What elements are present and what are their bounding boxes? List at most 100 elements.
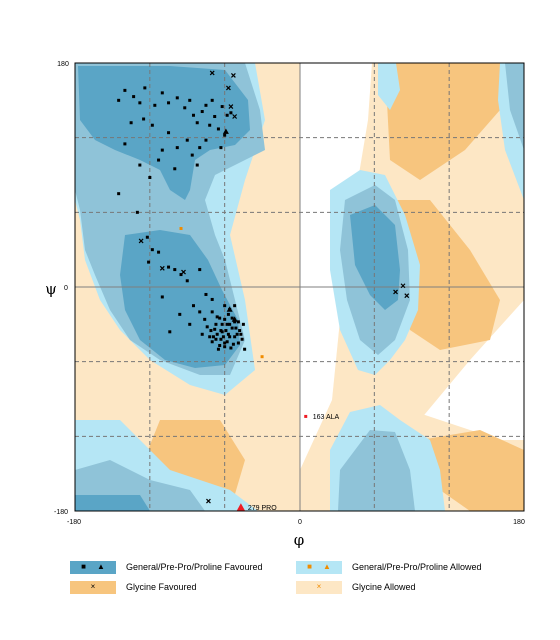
general-favoured-point xyxy=(210,297,214,301)
general-favoured-point xyxy=(175,146,179,150)
general-allowed-region xyxy=(378,63,400,110)
general-favoured-point xyxy=(208,335,212,339)
general-favoured-point xyxy=(153,103,157,107)
general-favoured-point xyxy=(236,320,240,324)
legend-label-glycine-allowed: Glycine Allowed xyxy=(352,582,416,592)
proline-favoured-point xyxy=(222,128,229,134)
general-favoured-point xyxy=(224,329,228,333)
general-favoured-point xyxy=(138,163,142,167)
general-favoured-point xyxy=(215,315,219,319)
general-favoured-point xyxy=(157,158,161,162)
glycine-favoured-point xyxy=(400,283,406,289)
general-favoured-point xyxy=(228,335,232,339)
general-favoured-point xyxy=(239,332,243,336)
general-favoured-point xyxy=(235,332,239,336)
general-favoured-point xyxy=(138,101,142,105)
general-favoured-region xyxy=(505,63,524,150)
general-favoured-point xyxy=(226,332,230,336)
glycine-favoured-region xyxy=(385,63,500,180)
general-favoured-point xyxy=(225,340,229,344)
general-favoured-point xyxy=(167,265,171,269)
glycine-favoured-point xyxy=(404,293,410,299)
general-favoured-point xyxy=(175,96,179,100)
general-favoured-point xyxy=(240,337,244,341)
general-favoured-point xyxy=(223,345,227,349)
glycine-favoured-point xyxy=(228,104,234,109)
general-favoured-point xyxy=(185,138,189,142)
general-favoured-point xyxy=(204,138,208,142)
legend-swatch-glycine-favoured: × xyxy=(70,580,116,594)
general-favoured-point xyxy=(221,335,225,339)
general-favoured-point xyxy=(228,322,232,326)
glycine-favoured-point xyxy=(159,265,165,271)
general-favoured-point xyxy=(216,127,220,131)
legend-label-general-allowed: General/Pre-Pro/Proline Allowed xyxy=(352,562,482,572)
general-favoured-point xyxy=(204,292,208,296)
general-favoured-point xyxy=(150,123,154,127)
general-favoured-point xyxy=(167,101,171,105)
general-favoured-point xyxy=(129,121,133,125)
general-favoured-point xyxy=(219,146,223,150)
general-favoured-point xyxy=(220,322,224,326)
plot-frame xyxy=(74,62,525,512)
general-favoured-point xyxy=(210,310,214,314)
general-favoured-point xyxy=(143,86,147,90)
y-tick-min: -180 xyxy=(54,509,68,516)
glycine-favoured-point xyxy=(393,289,398,295)
glycine-favoured-point xyxy=(230,73,236,78)
legend-item-general-favoured: ■ ▲ General/Pre-Pro/Proline Favoured xyxy=(70,559,263,575)
general-favoured-point xyxy=(241,322,245,326)
general-favoured-point xyxy=(214,337,218,341)
general-favoured-point xyxy=(191,304,195,308)
general-favoured-point xyxy=(229,346,233,350)
general-favoured-point xyxy=(226,312,230,316)
general-favoured-point xyxy=(167,131,171,135)
general-favoured-point xyxy=(211,335,215,339)
glycine-favoured-region xyxy=(420,430,524,511)
general-favoured-point xyxy=(210,98,214,102)
general-favoured-point xyxy=(230,326,234,330)
cross-marker-icon: × xyxy=(90,582,96,591)
general-favoured-point xyxy=(225,322,229,326)
general-favoured-point xyxy=(132,95,136,99)
legend-swatch-general-favoured: ■ ▲ xyxy=(70,560,116,574)
general-favoured-point xyxy=(173,268,177,272)
general-favoured-point xyxy=(243,347,247,351)
glycine-favoured-point xyxy=(209,70,215,76)
general-favoured-point xyxy=(233,335,237,339)
general-favoured-point xyxy=(183,106,187,110)
general-favoured-core xyxy=(78,66,250,200)
data-points xyxy=(117,70,410,511)
general-favoured-point xyxy=(179,273,183,277)
general-favoured-point xyxy=(213,327,217,331)
general-favoured-point xyxy=(234,326,238,330)
square-marker-icon: ■ xyxy=(307,562,312,571)
x-tick-zero: 0 xyxy=(298,519,302,526)
square-marker-icon: ■ xyxy=(81,562,86,571)
general-favoured-point xyxy=(188,98,192,102)
general-favoured-point xyxy=(233,304,237,308)
legend-item-general-allowed: ■ ▲ General/Pre-Pro/Proline Allowed xyxy=(296,559,482,575)
general-allowed-point xyxy=(179,227,183,231)
general-favoured-point xyxy=(204,103,208,107)
triangle-marker-icon: ▲ xyxy=(97,562,105,571)
legend-swatch-general-allowed: ■ ▲ xyxy=(296,560,342,574)
general-favoured-point xyxy=(219,337,223,341)
general-favoured-point xyxy=(173,167,177,171)
outlier-label: 163 ALA xyxy=(313,414,340,421)
outlier-proline-point xyxy=(236,503,245,511)
legend-label-general-favoured: General/Pre-Pro/Proline Favoured xyxy=(126,562,263,572)
y-tick-zero: 0 xyxy=(64,285,68,292)
glycine-favoured-point xyxy=(225,85,231,91)
general-favoured-point xyxy=(231,342,235,346)
general-favoured-point xyxy=(200,332,204,336)
general-favoured-point xyxy=(160,295,164,299)
general-favoured-point xyxy=(188,322,192,326)
x-axis-label: φ xyxy=(294,531,305,549)
general-favoured-point xyxy=(215,332,219,336)
general-favoured-point xyxy=(223,317,227,321)
general-favoured-point xyxy=(195,163,199,167)
general-favoured-point xyxy=(225,113,229,117)
glycine-favoured-point xyxy=(138,238,144,244)
